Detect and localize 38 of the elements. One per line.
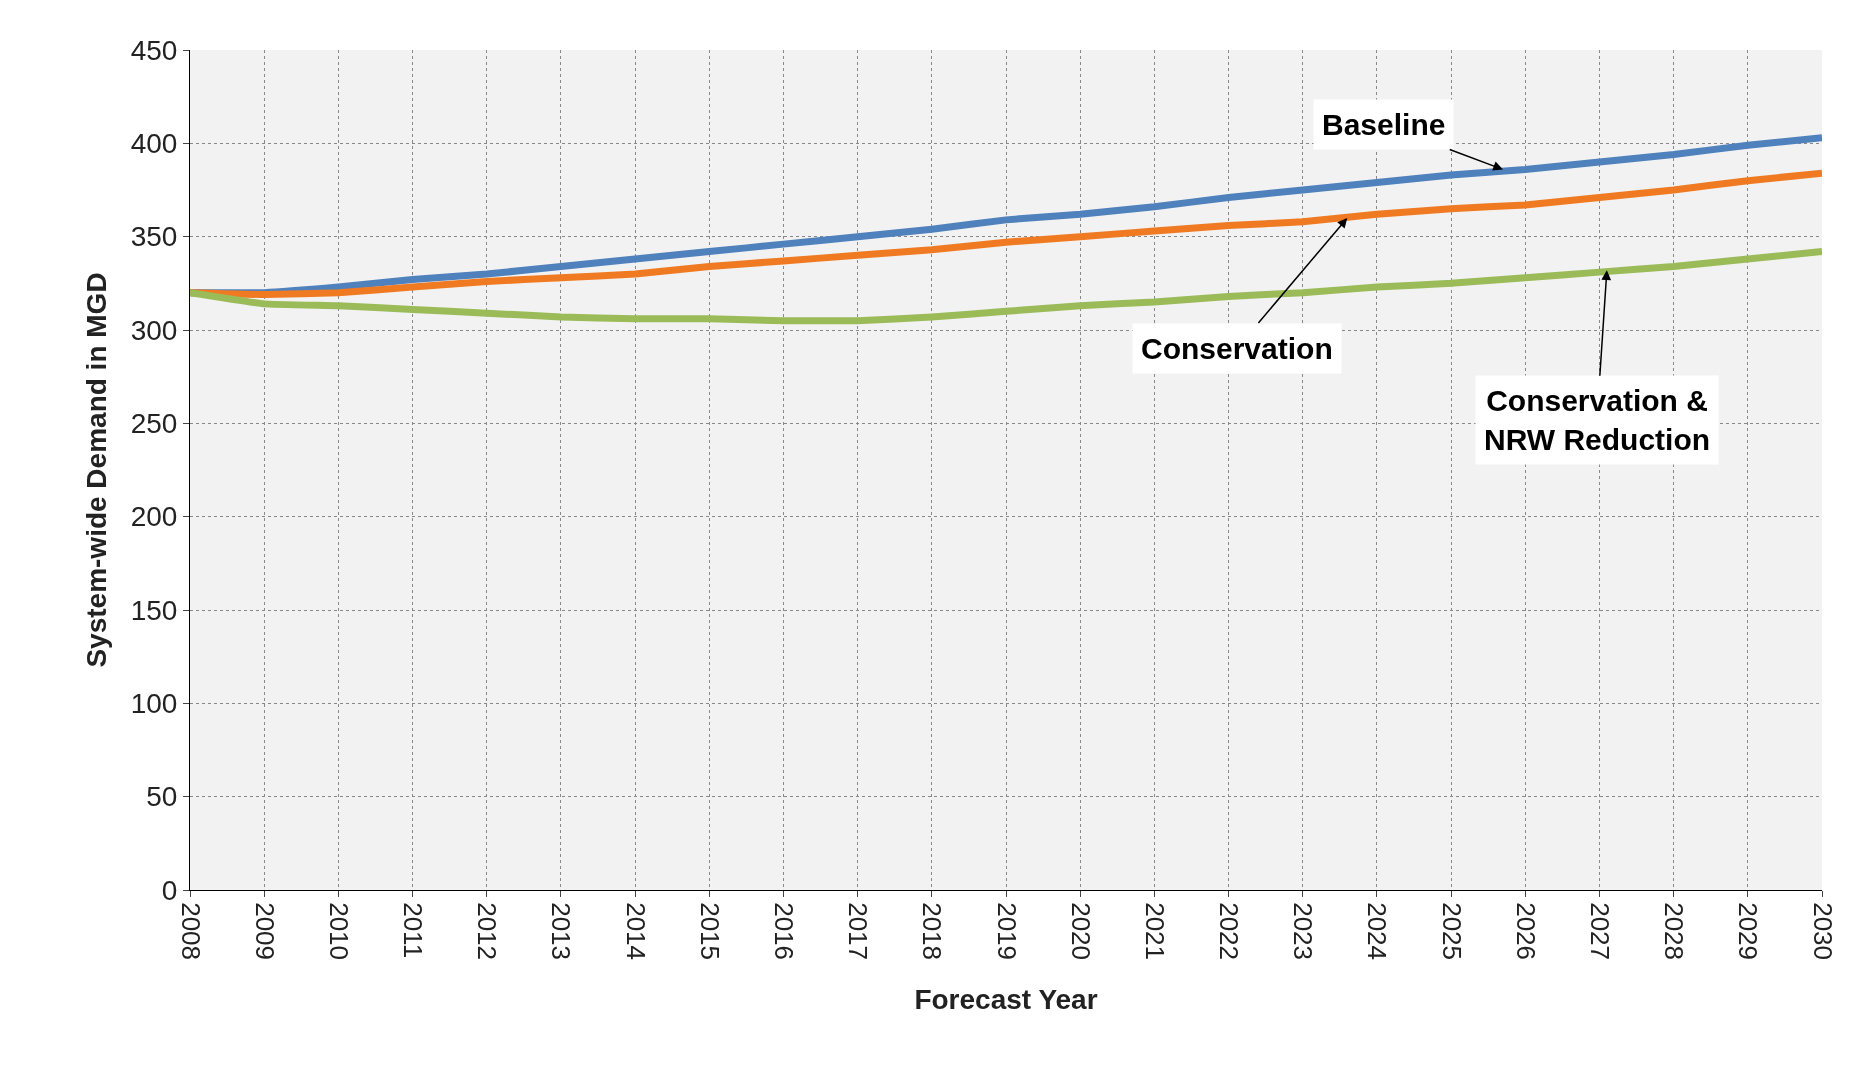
y-tick-label: 100 bbox=[130, 688, 178, 720]
y-tick-label: 250 bbox=[130, 408, 178, 440]
y-tick-label: 450 bbox=[130, 34, 178, 66]
x-tick-label: 2024 bbox=[1362, 902, 1393, 961]
annotation: Baseline bbox=[1322, 108, 1446, 141]
y-tick-label: 0 bbox=[161, 874, 178, 906]
y-tick-label: 200 bbox=[130, 501, 178, 533]
x-axis-title: Forecast Year bbox=[914, 984, 1098, 1016]
x-tick-label: 2021 bbox=[1139, 902, 1170, 961]
x-tick-label: 2014 bbox=[620, 902, 651, 961]
x-tick-label: 2022 bbox=[1214, 902, 1245, 961]
y-tick-label: 400 bbox=[130, 128, 178, 160]
x-tick-label: 2029 bbox=[1733, 902, 1764, 961]
x-tick-label: 2027 bbox=[1585, 902, 1615, 961]
x-tick-label: 2010 bbox=[323, 902, 354, 961]
y-axis-title: System-wide Demand in MGD bbox=[81, 272, 113, 668]
x-tick-label: 2030 bbox=[1807, 902, 1838, 961]
x-tick-label: 2026 bbox=[1510, 902, 1541, 961]
x-tick-label: 2023 bbox=[1288, 902, 1319, 961]
x-tick-label: 2028 bbox=[1659, 902, 1690, 961]
x-tick-label: 2008 bbox=[175, 902, 206, 961]
x-tick-label: 2016 bbox=[769, 902, 799, 961]
x-tick-label: 2013 bbox=[546, 902, 577, 961]
annotation: Conservation & NRW Reduction bbox=[1484, 384, 1711, 456]
x-tick-label: 2011 bbox=[398, 902, 429, 959]
annotation: Conservation bbox=[1141, 332, 1333, 365]
x-tick-label: 2017 bbox=[843, 902, 874, 961]
x-tick-label: 2012 bbox=[472, 902, 503, 961]
y-tick-label: 50 bbox=[146, 781, 178, 813]
y-tick-label: 350 bbox=[130, 221, 178, 253]
y-tick-label: 150 bbox=[130, 594, 178, 626]
x-tick-label: 2009 bbox=[249, 902, 280, 961]
x-tick-label: 2019 bbox=[991, 902, 1022, 961]
x-tick-label: 2025 bbox=[1436, 902, 1467, 961]
x-tick-label: 2018 bbox=[917, 902, 948, 961]
x-tick-label: 2020 bbox=[1065, 902, 1096, 961]
x-tick-label: 2015 bbox=[694, 902, 725, 961]
y-tick-label: 300 bbox=[130, 314, 178, 346]
